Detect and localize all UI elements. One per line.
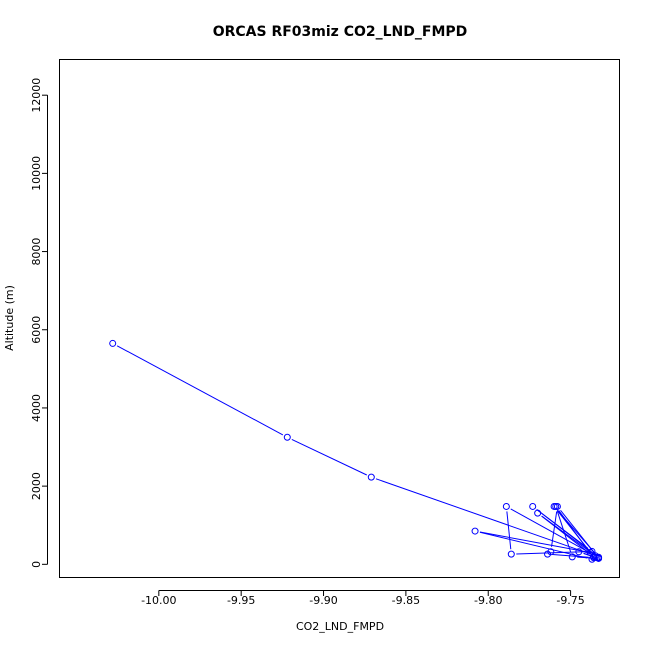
- series-segment: [556, 511, 572, 553]
- x-tick-label: -9.90: [309, 594, 337, 607]
- data-point: [586, 549, 594, 557]
- series-segment: [116, 345, 284, 436]
- y-tick-label: 10000: [30, 156, 43, 191]
- data-point: [507, 550, 515, 558]
- data-point: [471, 527, 479, 535]
- data-point: [534, 509, 542, 517]
- y-tick-label: 2000: [30, 472, 43, 500]
- data-point: [544, 550, 552, 558]
- x-tick-label: -9.95: [227, 594, 255, 607]
- x-tick-label: -10.00: [141, 594, 176, 607]
- series-segment: [506, 511, 512, 550]
- y-axis-label: Altitude (m): [3, 285, 16, 351]
- x-tick-label: -9.85: [392, 594, 420, 607]
- data-point: [367, 473, 375, 481]
- data-point: [283, 433, 291, 441]
- data-point: [552, 502, 560, 510]
- y-axis: 0 2000 4000 6000 8000 10000 12000: [30, 78, 48, 568]
- series-segment: [516, 551, 588, 555]
- y-tick-label: 12000: [30, 78, 43, 113]
- x-axis-label: CO2_LND_FMPD: [296, 620, 384, 633]
- x-axis: -10.00 -9.95 -9.90 -9.85 -9.80 -9.75: [141, 590, 585, 607]
- data-point: [529, 502, 537, 510]
- series-segment: [479, 531, 586, 553]
- series-segment: [560, 510, 596, 555]
- series-segment: [551, 511, 558, 547]
- y-tick-label: 6000: [30, 316, 43, 344]
- data-point: [575, 548, 583, 556]
- series-segment: [291, 438, 367, 476]
- series-layer: [109, 339, 603, 563]
- data-point: [109, 339, 117, 347]
- data-point: [568, 553, 576, 561]
- series-segment: [510, 508, 592, 554]
- x-tick-label: -9.80: [474, 594, 502, 607]
- chart-title: ORCAS RF03miz CO2_LND_FMPD: [213, 24, 468, 40]
- y-tick-label: 8000: [30, 238, 43, 266]
- y-tick-label: 4000: [30, 394, 43, 422]
- y-tick-label: 0: [30, 561, 43, 568]
- series-segment: [558, 510, 592, 554]
- data-point: [502, 502, 510, 510]
- x-tick-label: -9.75: [556, 594, 584, 607]
- series-segment: [375, 478, 591, 555]
- series-segment: [541, 515, 595, 556]
- series-segment: [479, 531, 588, 559]
- plot-frame: [59, 59, 620, 578]
- data-point: [588, 555, 596, 563]
